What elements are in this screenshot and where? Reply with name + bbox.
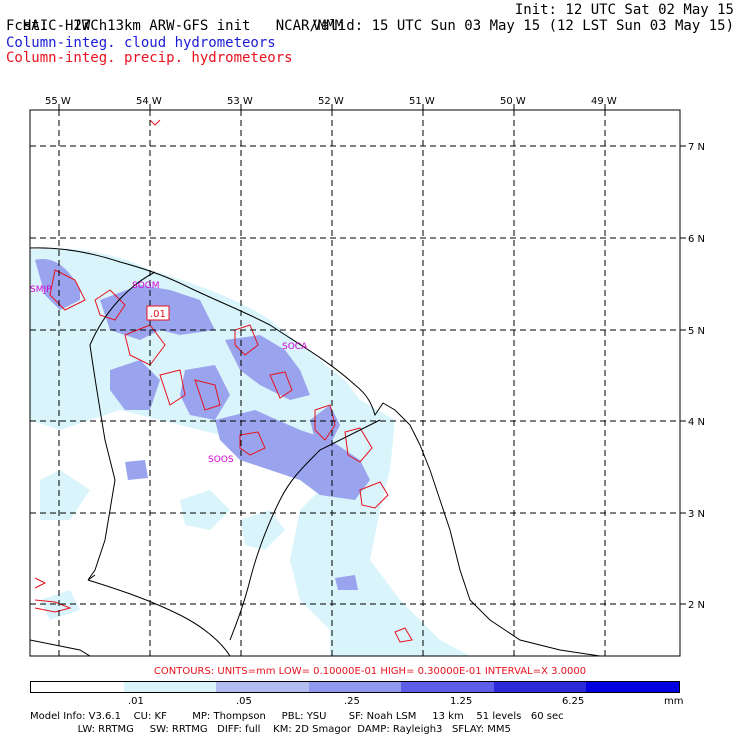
coastline [30,247,601,656]
lon-label: 54 W [136,96,162,107]
lon-label: 51 W [409,96,435,107]
color-legend [30,681,680,693]
latlon-grid [30,110,680,656]
lat-label: 2 N [688,600,705,611]
legend-swatch [586,682,680,692]
legend-swatch [493,682,587,692]
legend-swatch [123,682,217,692]
model-info-line2: LW: RRTMG SW: RRTMG DIFF: full KM: 2D Sm… [30,724,511,735]
legend-swatch [308,682,402,692]
station-sogm: SOGM [132,281,160,291]
contours-info: CONTOURS: UNITS=mm LOW= 0.10000E-01 HIGH… [153,666,587,677]
lon-label: 55 W [45,96,71,107]
station-soos: SOOS [208,455,234,465]
lat-label: 6 N [688,234,705,245]
field-label-precip: Column-integ. precip. hydrometeors [6,50,293,66]
model-title: HAIC-HIWC 13km ARW-GFS init NCAR/MMM [22,18,344,34]
precip-contours [34,119,413,643]
legend-swatch [216,682,309,692]
lat-label: 4 N [688,417,705,428]
legend-label: 1.25 [450,696,473,707]
lat-label: 7 N [688,142,705,153]
lat-label: 5 N [688,326,705,337]
legend-label: .25 [344,696,360,707]
station-soca: SOCA [282,342,308,352]
cloud-light-area [30,248,470,656]
field-label-cloud: Column-integ. cloud hydrometeors [6,35,276,51]
legend-label: .01 [128,696,144,707]
valid-time: Valid: 15 UTC Sun 03 May 15 (12 LST Sun … [312,18,734,34]
station-smjp: SMJP [30,285,52,295]
contour-label-box [146,305,170,321]
contour-label: .01 [150,309,166,320]
lat-label: 3 N [688,509,705,520]
map-frame [29,109,681,657]
legend-unit: mm [664,696,684,707]
lon-label: 53 W [227,96,253,107]
legend-label: .05 [236,696,252,707]
lon-label: 50 W [500,96,526,107]
lon-label: 52 W [318,96,344,107]
model-info-line1: Model Info: V3.6.1 CU: KF MP: Thompson P… [30,711,564,722]
legend-swatch [401,682,494,692]
forecast-hour: Fcst: 27 h [6,18,108,34]
init-time: Init: 12 UTC Sat 02 May 15 [514,2,734,18]
legend-label: 6.25 [562,696,585,707]
legend-swatch [31,682,124,692]
lon-label: 49 W [591,96,617,107]
